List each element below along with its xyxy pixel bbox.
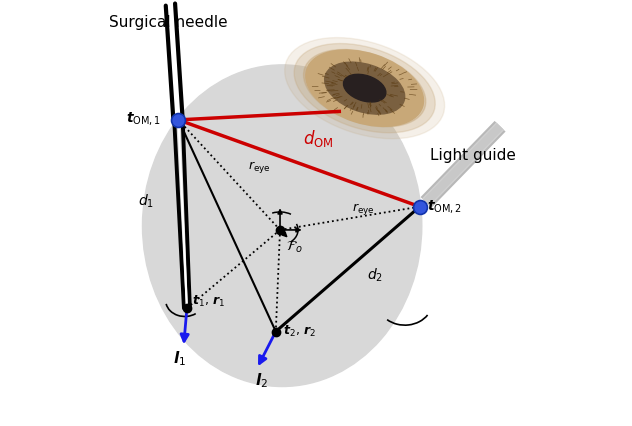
Ellipse shape xyxy=(343,74,386,102)
Ellipse shape xyxy=(306,50,423,126)
Text: $\boldsymbol{t}_2,\,\boldsymbol{r}_2$: $\boldsymbol{t}_2,\,\boldsymbol{r}_2$ xyxy=(283,324,317,339)
Text: $d_1$: $d_1$ xyxy=(138,193,154,210)
Text: $\mathcal{F}_o$: $\mathcal{F}_o$ xyxy=(286,239,303,255)
Text: $r_{\mathrm{eye}}$: $r_{\mathrm{eye}}$ xyxy=(248,158,271,175)
Ellipse shape xyxy=(303,49,426,127)
Text: Light guide: Light guide xyxy=(430,148,516,163)
Text: $\boldsymbol{l}_2$: $\boldsymbol{l}_2$ xyxy=(255,371,268,389)
Text: $\boldsymbol{t}_{\mathrm{OM},2}$: $\boldsymbol{t}_{\mathrm{OM},2}$ xyxy=(427,199,462,216)
Text: $d_2$: $d_2$ xyxy=(367,267,383,284)
Text: $d_{\mathrm{OM}}$: $d_{\mathrm{OM}}$ xyxy=(303,128,334,149)
Ellipse shape xyxy=(284,37,445,139)
Ellipse shape xyxy=(142,65,422,386)
Text: $\boldsymbol{t}_1,\,\boldsymbol{r}_1$: $\boldsymbol{t}_1,\,\boldsymbol{r}_1$ xyxy=(192,294,226,309)
Ellipse shape xyxy=(294,43,435,133)
Ellipse shape xyxy=(325,62,404,114)
Text: $\boldsymbol{t}_{\mathrm{OM},1}$: $\boldsymbol{t}_{\mathrm{OM},1}$ xyxy=(126,110,161,127)
Text: $r_{\mathrm{eye}}$: $r_{\mathrm{eye}}$ xyxy=(352,201,375,217)
Text: Surgical needle: Surgical needle xyxy=(109,15,228,30)
Text: $\boldsymbol{l}_1$: $\boldsymbol{l}_1$ xyxy=(173,349,186,368)
